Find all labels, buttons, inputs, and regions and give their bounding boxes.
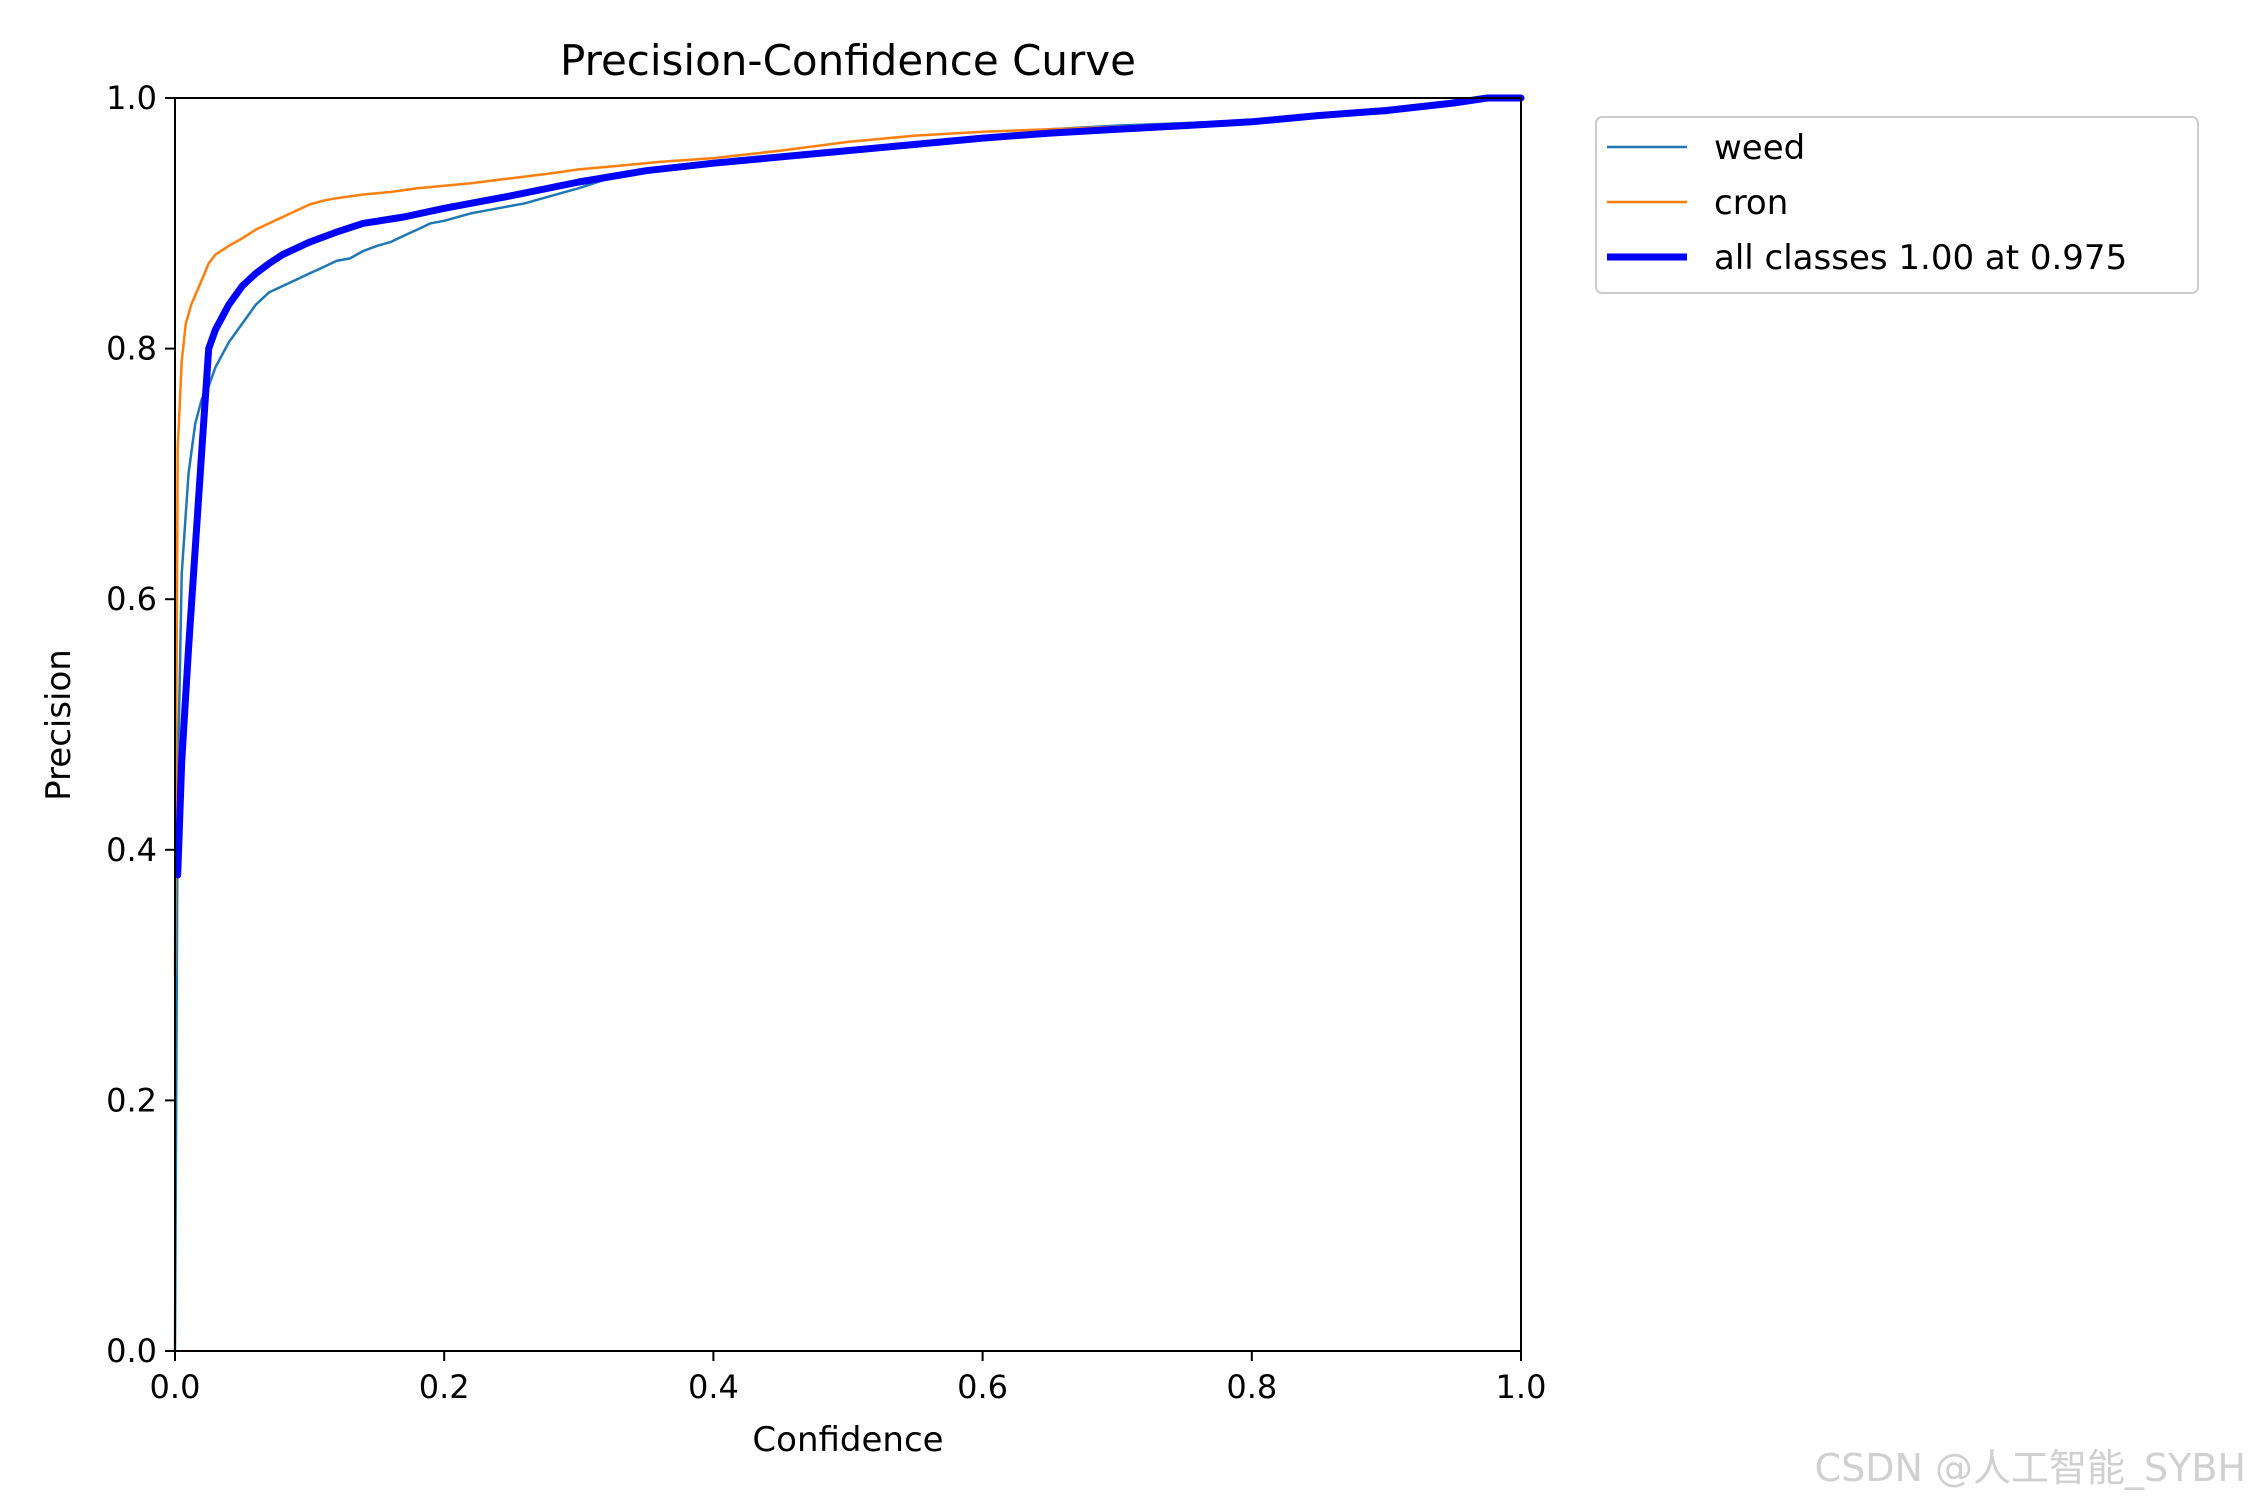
x-axis-ticks: 0.0 0.2 0.4 0.6 0.8 1.0 <box>150 1351 1547 1406</box>
x-tick-label: 0.4 <box>688 1368 739 1406</box>
y-tick-label: 0.8 <box>106 330 157 368</box>
chart-title: Precision-Confidence Curve <box>560 36 1136 85</box>
x-tick-label: 0.6 <box>957 1368 1008 1406</box>
series-line-weed <box>173 96 1523 1353</box>
y-tick-label: 0.4 <box>106 831 157 869</box>
y-tick-label: 0.0 <box>106 1332 157 1370</box>
legend-label-cron: cron <box>1714 183 1788 223</box>
legend-box <box>1595 116 2199 294</box>
y-axis-label: Precision <box>39 649 79 801</box>
x-axis-label: Confidence <box>752 1420 943 1460</box>
y-tick-label: 1.0 <box>106 79 157 117</box>
plot-area-frame <box>174 97 1522 1352</box>
series-line-cron <box>173 96 1523 977</box>
watermark-text: CSDN @人工智能_SYBH <box>1814 1446 2246 1490</box>
y-tick-label: 0.6 <box>106 580 157 618</box>
legend: weed cron all classes 1.00 at 0.975 <box>1595 116 2199 294</box>
legend-label-weed: weed <box>1714 128 1805 168</box>
x-tick-label: 0.2 <box>419 1368 470 1406</box>
legend-entries: weed cron all classes 1.00 at 0.975 <box>1607 128 2127 278</box>
plot-lines <box>173 94 1525 1353</box>
y-tick-label: 0.2 <box>106 1081 157 1119</box>
x-tick-label: 0.0 <box>150 1368 201 1406</box>
series-line-all <box>174 94 1525 879</box>
y-axis-ticks: 0.0 0.2 0.4 0.6 0.8 1.0 <box>106 79 175 1370</box>
legend-label-all: all classes 1.00 at 0.975 <box>1714 238 2127 278</box>
x-tick-label: 0.8 <box>1226 1368 1277 1406</box>
x-tick-label: 1.0 <box>1496 1368 1547 1406</box>
